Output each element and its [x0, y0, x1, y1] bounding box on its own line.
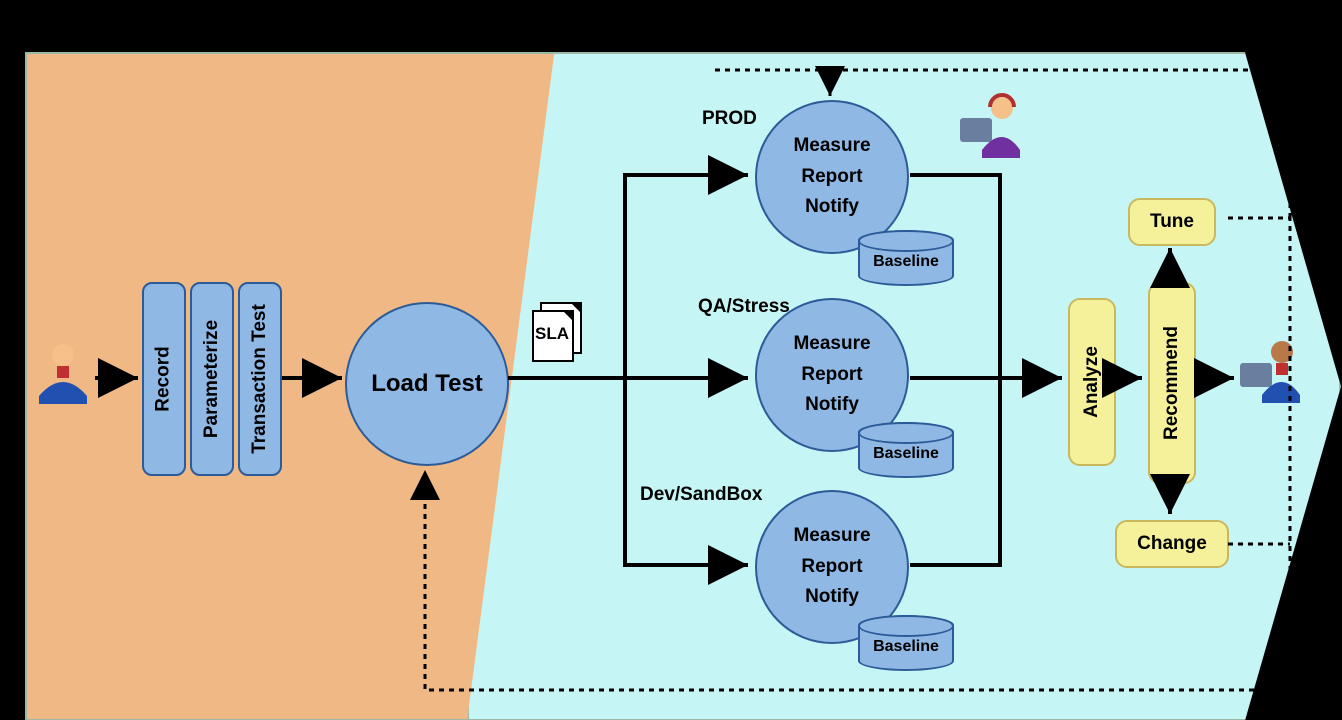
box-recommend: Recommend	[1148, 282, 1196, 484]
support-user-icon	[960, 90, 1020, 160]
env-dev-label: Dev/SandBox	[640, 484, 762, 506]
step-transaction: Transaction Test	[238, 282, 282, 476]
step-parameterize-label: Parameterize	[201, 320, 223, 438]
env-qa-baseline: Baseline	[858, 422, 954, 478]
step-loadtest: Load Test	[345, 302, 509, 466]
env-qa-label: QA/Stress	[698, 296, 790, 318]
box-change-label: Change	[1137, 533, 1207, 555]
env-prod-baseline-label: Baseline	[873, 253, 939, 271]
env-dev-line1: Report	[801, 552, 862, 582]
env-prod-line1: Report	[801, 162, 862, 192]
box-tune: Tune	[1128, 198, 1216, 246]
env-qa-line0: Measure	[793, 329, 870, 359]
sla-label: SLA	[535, 324, 569, 344]
box-tune-label: Tune	[1150, 211, 1194, 233]
diagram-canvas: Record Parameterize Transaction Test Loa…	[0, 0, 1342, 720]
step-loadtest-label: Load Test	[371, 370, 483, 398]
box-analyze-label: Analyze	[1081, 346, 1103, 418]
env-dev-baseline: Baseline	[858, 615, 954, 671]
step-parameterize: Parameterize	[190, 282, 234, 476]
env-qa-line2: Notify	[805, 390, 859, 420]
step-record: Record	[142, 282, 186, 476]
env-qa-baseline-label: Baseline	[873, 445, 939, 463]
step-record-label: Record	[153, 346, 175, 411]
box-recommend-label: Recommend	[1161, 326, 1183, 440]
env-prod-baseline: Baseline	[858, 230, 954, 286]
env-qa-line1: Report	[801, 360, 862, 390]
user-icon	[35, 338, 95, 408]
env-dev-line0: Measure	[793, 521, 870, 551]
env-prod-label: PROD	[702, 108, 757, 130]
step-transaction-label: Transaction Test	[249, 304, 271, 454]
env-dev-baseline-label: Baseline	[873, 638, 939, 656]
env-dev-line2: Notify	[805, 582, 859, 612]
box-change: Change	[1115, 520, 1229, 568]
env-prod-line2: Notify	[805, 192, 859, 222]
analyst-user-icon	[1240, 335, 1300, 405]
box-analyze: Analyze	[1068, 298, 1116, 466]
env-prod-line0: Measure	[793, 131, 870, 161]
